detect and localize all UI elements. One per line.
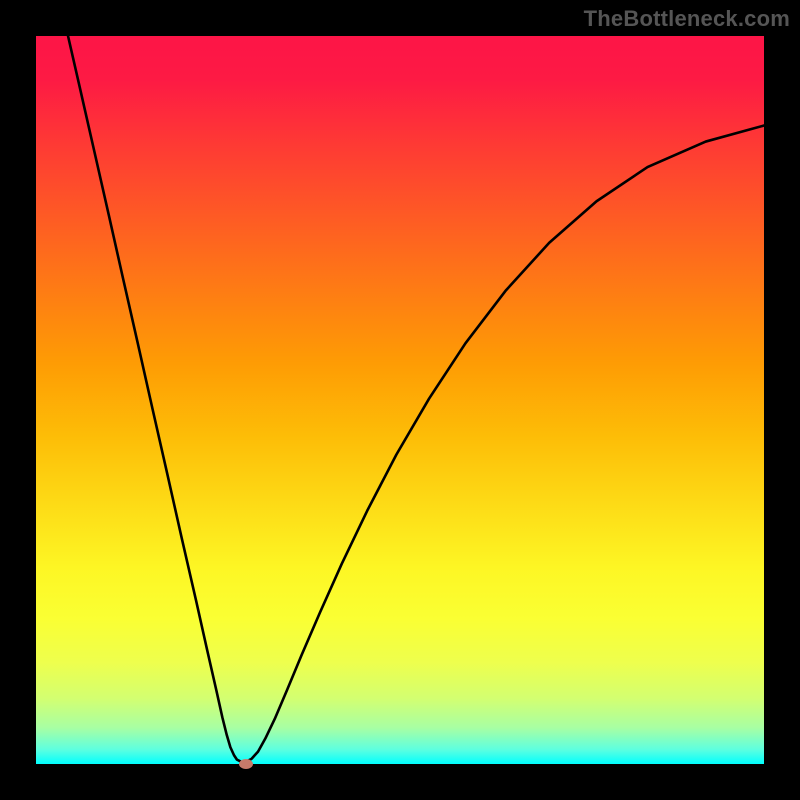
curve-layer: [36, 36, 764, 764]
watermark-text: TheBottleneck.com: [584, 6, 790, 32]
bottleneck-curve: [68, 36, 764, 762]
chart-root: TheBottleneck.com: [0, 0, 800, 800]
minimum-marker: [239, 759, 253, 769]
plot-area: [36, 36, 764, 764]
